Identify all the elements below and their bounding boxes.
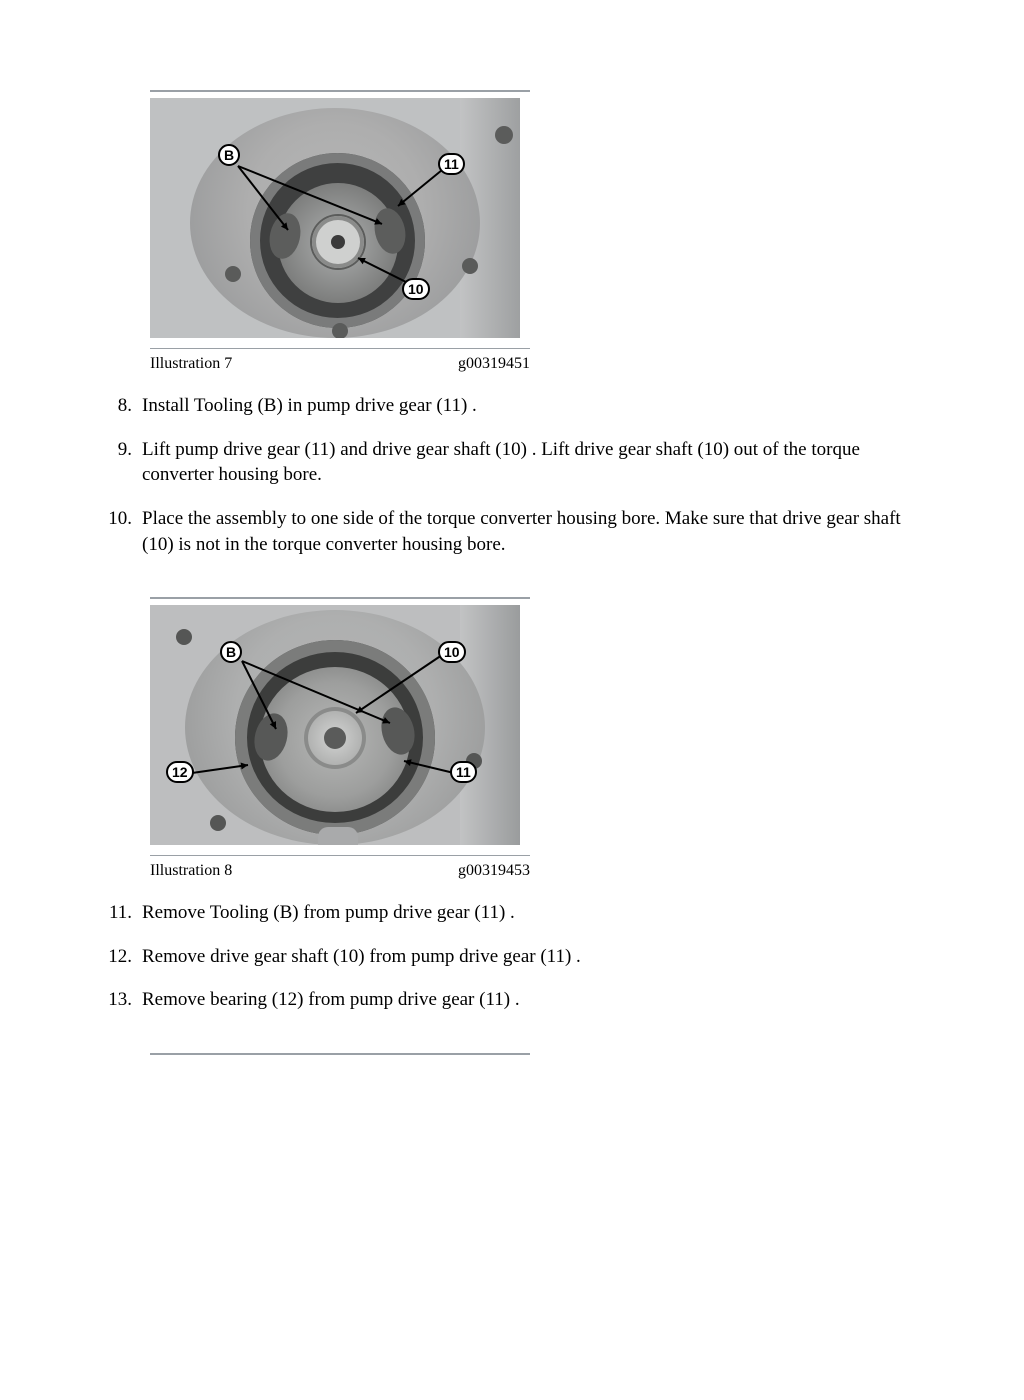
- illustration-7-image: B 11 10: [150, 98, 520, 338]
- figure-7-caption: Illustration 7 g00319451: [150, 355, 530, 373]
- callout-11: 11: [450, 761, 477, 783]
- figure-8-caption-right: g00319453: [458, 862, 530, 880]
- figure-7-caption-left: Illustration 7: [150, 355, 232, 373]
- bottom-figure-rule-block: [150, 1053, 530, 1055]
- step-8: 8. Install Tooling (B) in pump drive gea…: [90, 393, 934, 419]
- figure-7-caption-right: g00319451: [458, 355, 530, 373]
- figure-7-top-rule: [150, 90, 530, 92]
- step-8-number: 8.: [90, 393, 142, 419]
- step-10: 10. Place the assembly to one side of th…: [90, 506, 934, 557]
- procedure-steps-group-2: 11. Remove Tooling (B) from pump drive g…: [90, 900, 934, 1013]
- step-12-number: 12.: [90, 944, 142, 970]
- step-11: 11. Remove Tooling (B) from pump drive g…: [90, 900, 934, 926]
- callout-10: 10: [402, 278, 430, 300]
- figure-8-block: B 10 11 12 Illustration 8 g00319453: [150, 597, 530, 880]
- figure-8-caption-left: Illustration 8: [150, 862, 232, 880]
- figure-7-bottom-rule: [150, 348, 530, 349]
- step-11-number: 11.: [90, 900, 142, 926]
- figure-8-top-rule: [150, 597, 530, 599]
- illustration-8-image: B 10 11 12: [150, 605, 520, 845]
- step-13: 13. Remove bearing (12) from pump drive …: [90, 987, 934, 1013]
- step-9-text: Lift pump drive gear (11) and drive gear…: [142, 437, 934, 488]
- bottom-figure-top-rule: [150, 1053, 530, 1055]
- figure-8-bottom-rule: [150, 855, 530, 856]
- step-13-number: 13.: [90, 987, 142, 1013]
- callout-12: 12: [166, 761, 194, 783]
- step-10-text: Place the assembly to one side of the to…: [142, 506, 934, 557]
- step-10-number: 10.: [90, 506, 142, 557]
- step-12: 12. Remove drive gear shaft (10) from pu…: [90, 944, 934, 970]
- document-page: B 11 10 Illustration 7 g00319451 8. Inst…: [0, 0, 1024, 1400]
- step-9-number: 9.: [90, 437, 142, 488]
- step-9: 9. Lift pump drive gear (11) and drive g…: [90, 437, 934, 488]
- callout-B: B: [218, 144, 240, 166]
- figure-7-block: B 11 10 Illustration 7 g00319451: [150, 90, 530, 373]
- step-11-text: Remove Tooling (B) from pump drive gear …: [142, 900, 934, 926]
- procedure-steps-group-1: 8. Install Tooling (B) in pump drive gea…: [90, 393, 934, 557]
- callout-11: 11: [438, 153, 465, 175]
- step-13-text: Remove bearing (12) from pump drive gear…: [142, 987, 934, 1013]
- step-8-text: Install Tooling (B) in pump drive gear (…: [142, 393, 934, 419]
- figure-8-caption: Illustration 8 g00319453: [150, 862, 530, 880]
- step-12-text: Remove drive gear shaft (10) from pump d…: [142, 944, 934, 970]
- callout-10: 10: [438, 641, 466, 663]
